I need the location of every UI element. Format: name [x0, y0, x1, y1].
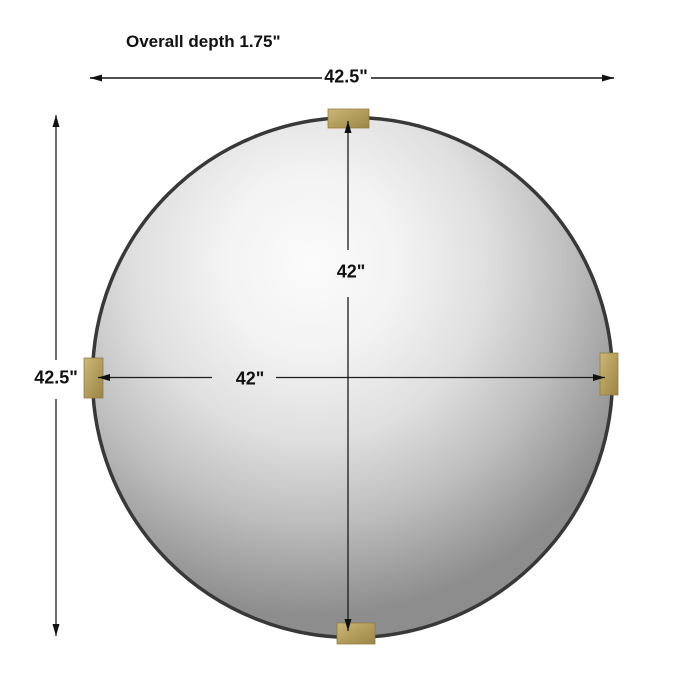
clip-right: [599, 352, 619, 396]
inner-width-label: 42": [235, 368, 265, 389]
overall-depth-label: Overall depth 1.75": [126, 32, 281, 51]
inner-height-label: 42": [336, 261, 366, 282]
overall-width-label: 42.5": [324, 66, 368, 87]
overall-height-label: 42.5": [34, 367, 78, 388]
clip-bottom: [336, 622, 376, 645]
